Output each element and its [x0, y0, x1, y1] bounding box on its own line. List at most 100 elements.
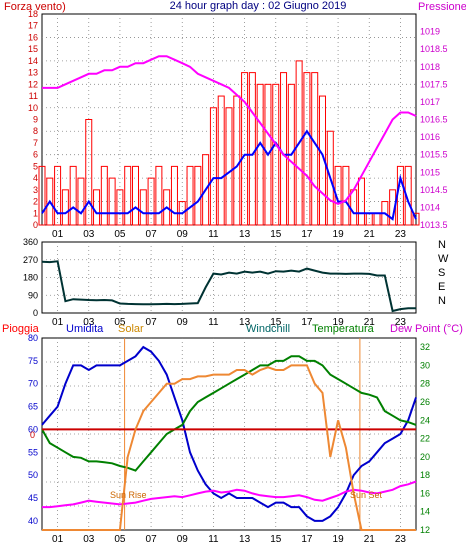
humidity-line	[41, 345, 417, 522]
x-tick-label: 11	[208, 534, 219, 545]
left-tick-label: 3	[33, 185, 38, 195]
wind-gust-bar	[170, 165, 178, 226]
x-tick-label: 07	[146, 317, 158, 328]
temperature-label: Temperatura	[312, 323, 375, 335]
x-tick-label: 09	[177, 534, 189, 545]
left-tick-label: 10	[28, 103, 38, 113]
left-tick-label: 8	[33, 126, 38, 136]
wind-gust-bar	[241, 72, 249, 226]
sunrise-label: Sun Rise	[110, 490, 147, 500]
wind-gust-bar	[100, 165, 108, 226]
solar-line	[42, 364, 416, 531]
wind-speed-line	[41, 129, 417, 221]
wind-gust-bar	[186, 165, 194, 226]
wind-gust-bar	[108, 177, 116, 226]
compass-label: W	[438, 253, 449, 265]
right-tick-label: 1014.5	[420, 185, 448, 195]
right-tick-label: 1015.5	[420, 150, 448, 160]
solar-label: Solar	[118, 323, 144, 335]
wind-gust-bar	[155, 165, 163, 226]
left-tick-label: 16	[28, 32, 38, 42]
wind-gust-bar	[209, 107, 217, 226]
x-tick-label: 19	[333, 317, 345, 328]
wind-gust-bar	[412, 212, 420, 226]
humidity-tick-label: 65	[28, 402, 38, 412]
right-tick-label: 1018	[420, 62, 440, 72]
wind-gust-bar	[225, 107, 233, 226]
humidity-label: Umidita	[66, 323, 104, 335]
wind-gust-bar	[295, 60, 303, 226]
direction-tick-label: 270	[23, 255, 38, 265]
wind-gust-bar	[202, 154, 210, 226]
humidity-tick-label: 80	[28, 333, 38, 343]
temperature-tick-label: 20	[420, 452, 430, 462]
right-tick-label: 1016.5	[420, 115, 448, 125]
x-tick-label: 01	[52, 229, 64, 240]
left-tick-label: 2	[33, 197, 38, 207]
left-tick-label: 11	[29, 91, 38, 101]
wind-gust-bar	[163, 189, 171, 226]
humidity-tick-label: 40	[28, 516, 38, 526]
sunset-label: Sun Set	[350, 490, 383, 500]
compass-label: N	[438, 239, 446, 251]
temperature-tick-label: 12	[420, 525, 430, 535]
x-tick-label: 19	[333, 229, 345, 240]
windchill-label: Windchill	[246, 323, 290, 335]
wind-gust-bar	[303, 72, 311, 226]
compass-label: N	[438, 295, 446, 307]
x-tick-label: 07	[146, 229, 158, 240]
x-tick-label: 17	[301, 229, 313, 240]
x-tick-label: 03	[83, 229, 95, 240]
wind-gust-bar	[46, 177, 54, 226]
temperature-line	[41, 355, 417, 472]
direction-tick-label: 90	[28, 290, 38, 300]
x-tick-label: 23	[395, 317, 407, 328]
direction-tick-label: 180	[23, 273, 38, 283]
x-tick-label: 05	[114, 534, 126, 545]
wind-gust-bar	[54, 165, 62, 226]
temperature-tick-label: 24	[420, 415, 430, 425]
x-tick-label: 01	[52, 317, 64, 328]
x-tick-label: 15	[270, 534, 282, 545]
wind-gust-bar	[319, 95, 326, 226]
dewpoint-label: Dew Point (°C)	[390, 323, 463, 335]
wind-gust-bar	[147, 177, 155, 226]
x-tick-label: 23	[395, 534, 407, 545]
wind-gust-bar	[116, 189, 124, 226]
x-tick-label: 03	[83, 317, 95, 328]
wind-gust-bar	[132, 165, 139, 226]
x-tick-label: 17	[301, 317, 313, 328]
pressure-axis-label: Pressione	[418, 1, 466, 13]
wind-gust-bar	[272, 83, 280, 226]
wind-gust-bar	[124, 165, 132, 226]
humidity-tick-label: 55	[28, 447, 38, 457]
left-tick-label: 15	[28, 44, 38, 54]
direction-tick-label: 360	[23, 237, 38, 247]
pressure-line	[42, 55, 417, 205]
wind-gust-bar	[264, 83, 272, 226]
x-tick-label: 05	[114, 317, 126, 328]
x-tick-label: 13	[239, 229, 251, 240]
left-tick-label: 14	[28, 56, 38, 66]
wind-gust-bar	[77, 177, 85, 226]
left-tick-label: 9	[33, 115, 38, 125]
temperature-tick-label: 26	[420, 397, 430, 407]
rain-label: Pioggia	[2, 323, 40, 335]
left-tick-label: 1	[33, 208, 38, 218]
x-tick-label: 21	[364, 229, 376, 240]
humidity-tick-label: 60	[28, 424, 38, 434]
x-tick-label: 01	[52, 534, 64, 545]
wind-direction-panel	[41, 241, 417, 314]
humidity-tick-label: 75	[28, 356, 38, 366]
x-tick-label: 17	[301, 534, 313, 545]
x-tick-label: 07	[146, 534, 158, 545]
x-tick-label: 03	[83, 534, 95, 545]
wind-axis-label: Forza vento)	[4, 1, 66, 13]
wind-gust-bar	[217, 95, 225, 226]
wind-gust-bar	[357, 177, 365, 226]
right-tick-label: 1013.5	[420, 220, 448, 230]
left-tick-label: 7	[33, 138, 38, 148]
right-tick-label: 1015	[420, 167, 440, 177]
